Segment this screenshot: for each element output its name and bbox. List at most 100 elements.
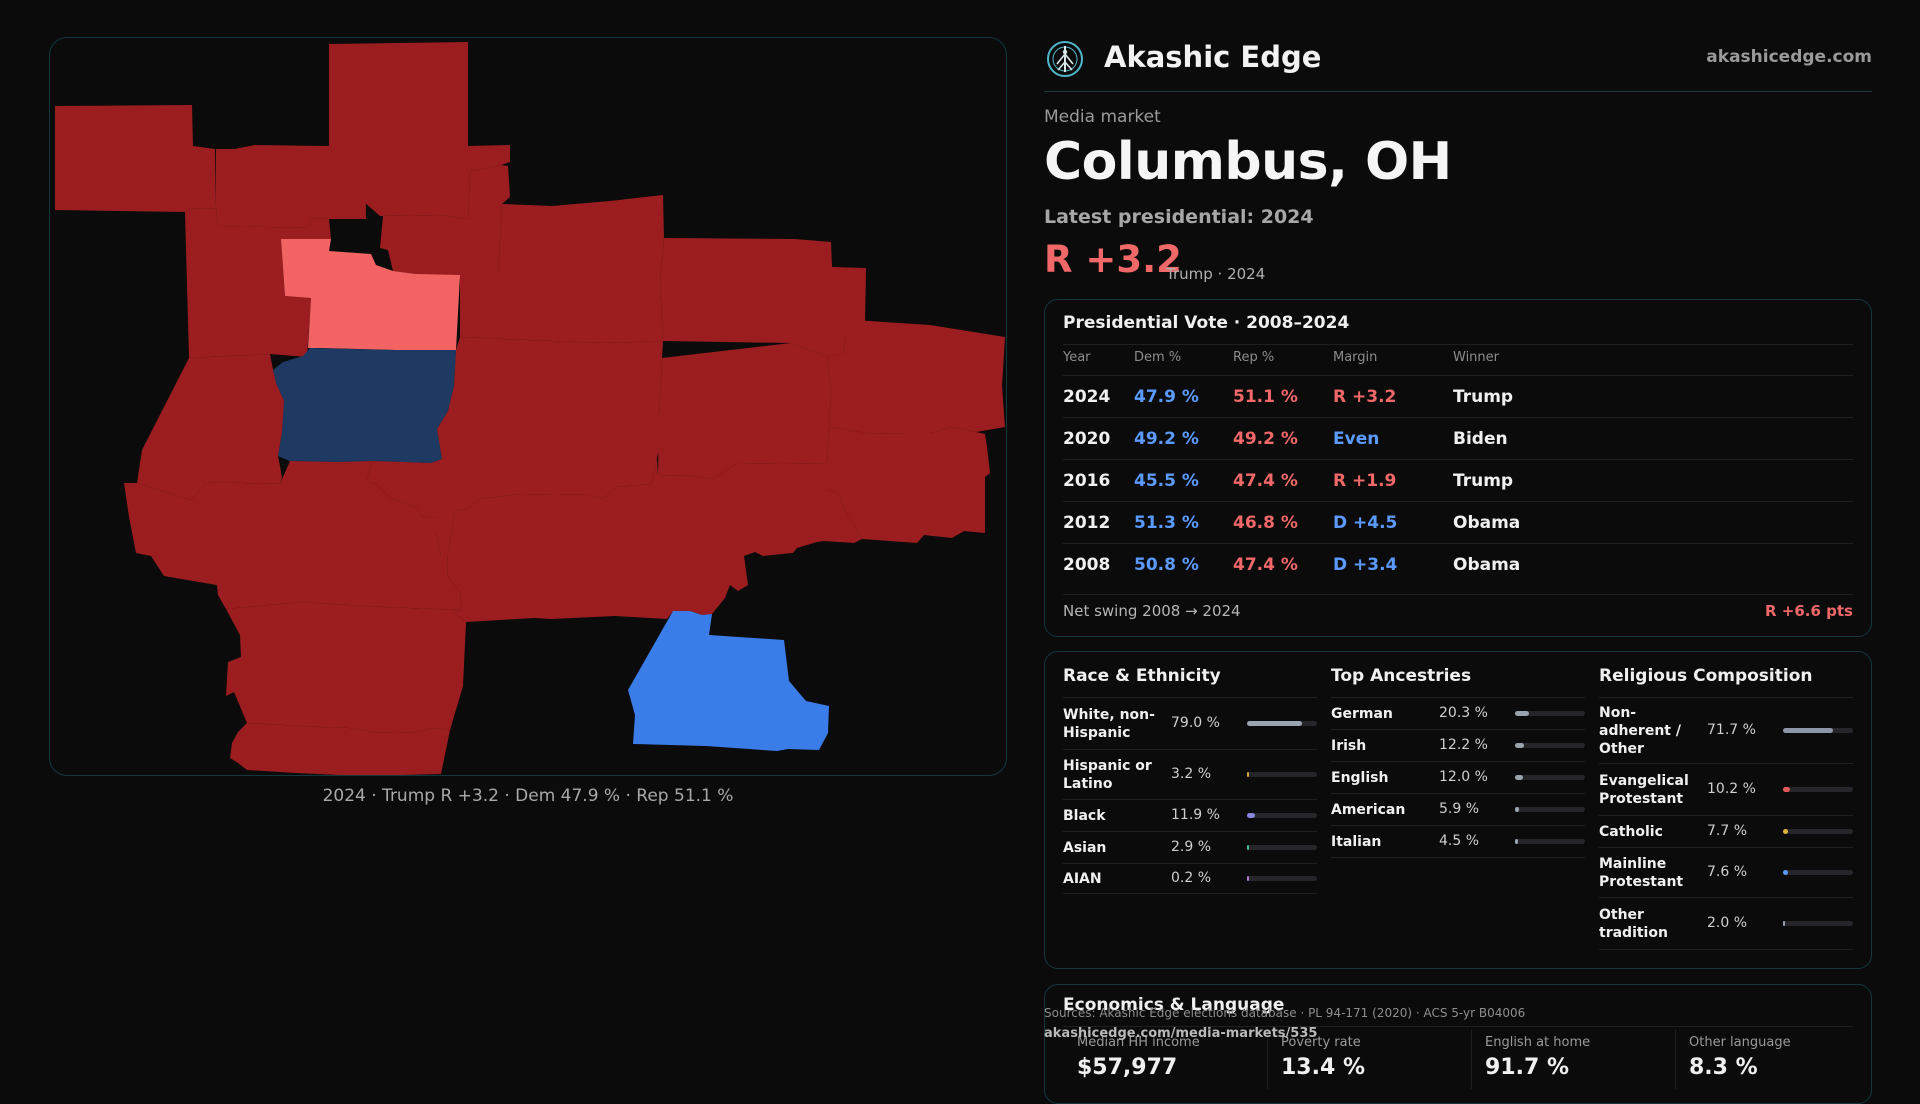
- county-shape[interactable]: [447, 458, 862, 622]
- page-title: Columbus, OH: [1044, 132, 1452, 192]
- county-shape[interactable]: [660, 238, 866, 357]
- county-shape[interactable]: [273, 348, 456, 463]
- divider: [1599, 697, 1853, 698]
- religion-bar-track: [1783, 870, 1853, 875]
- race-value: 2.9 %: [1171, 839, 1212, 855]
- race-bar-track: [1247, 721, 1317, 726]
- race-label: Asian: [1063, 840, 1107, 856]
- religion-label: Catholic: [1599, 824, 1663, 840]
- economics-title: Economics & Language: [1063, 995, 1285, 1015]
- ancestry-label: German: [1331, 706, 1393, 722]
- county-shape[interactable]: [281, 239, 460, 350]
- source-url-link[interactable]: akashicedge.com/media-markets/535: [1044, 1026, 1318, 1041]
- county-shape[interactable]: [216, 145, 366, 228]
- race-label: Hispanic or Latino: [1063, 758, 1152, 792]
- county-shape[interactable]: [230, 723, 450, 776]
- race-value: 11.9 %: [1171, 807, 1220, 823]
- vote-cell-rep: 47.4 %: [1233, 471, 1298, 491]
- race-ethnicity-column: Race & Ethnicity White, non-Hispanic 79.0…: [1063, 652, 1317, 970]
- county-shape[interactable]: [329, 42, 510, 219]
- religion-row: Non-adherent / Other 71.7 %: [1599, 698, 1853, 764]
- county-shape[interactable]: [628, 611, 829, 751]
- religion-value: 7.6 %: [1707, 864, 1748, 880]
- county-shape[interactable]: [460, 195, 664, 343]
- net-swing-label: Net swing 2008 → 2024: [1063, 602, 1241, 620]
- religion-label: Other tradition: [1599, 907, 1668, 941]
- col-header-winner: Winner: [1453, 350, 1500, 365]
- religion-bar-track: [1783, 787, 1853, 792]
- religion-title: Religious Composition: [1599, 666, 1813, 686]
- ancestry-bar-fill: [1515, 839, 1519, 844]
- race-row: Black 11.9 %: [1063, 800, 1317, 832]
- econ-stat: Other language 8.3 %: [1675, 1029, 1865, 1089]
- county-shape[interactable]: [827, 319, 1005, 434]
- market-eyebrow: Media market: [1044, 107, 1161, 127]
- race-bar-track: [1247, 876, 1317, 881]
- race-bar-fill: [1247, 876, 1249, 881]
- religion-bar-fill: [1783, 829, 1789, 834]
- divider: [1063, 1026, 1853, 1027]
- vote-cell-dem: 50.8 %: [1134, 555, 1199, 575]
- vote-cell-winner: Obama: [1453, 555, 1521, 575]
- economics-card: Economics & Language Median HH income $57…: [1044, 984, 1872, 1104]
- vote-row[interactable]: 2012 51.3 % 46.8 % D +4.5 Obama: [1063, 501, 1853, 543]
- religion-row: Catholic 7.7 %: [1599, 816, 1853, 848]
- race-label: AIAN: [1063, 871, 1102, 887]
- race-bar-track: [1247, 772, 1317, 777]
- county-map-svg[interactable]: [50, 38, 1007, 776]
- ancestry-row: English 12.0 %: [1331, 762, 1585, 794]
- vote-row[interactable]: 2024 47.9 % 51.1 % R +3.2 Trump: [1063, 375, 1853, 417]
- detail-panel: Akashic Edge akashicedge.com Media marke…: [1044, 0, 1872, 1104]
- vote-cell-dem: 49.2 %: [1134, 429, 1199, 449]
- county-shape[interactable]: [367, 337, 663, 554]
- vote-cell-margin: R +3.2: [1333, 387, 1397, 407]
- county-shape[interactable]: [137, 354, 284, 500]
- race-bar-fill: [1247, 721, 1303, 726]
- religion-label: Evangelical Protestant: [1599, 773, 1689, 807]
- divider: [1063, 594, 1853, 595]
- vote-cell-margin: D +3.4: [1333, 555, 1398, 575]
- site-link[interactable]: akashicedge.com: [1706, 47, 1872, 67]
- brand-name[interactable]: Akashic Edge: [1104, 40, 1322, 74]
- race-label: Black: [1063, 808, 1106, 824]
- econ-stat-value: 13.4 %: [1281, 1055, 1365, 1080]
- econ-stat-value: 91.7 %: [1485, 1055, 1569, 1080]
- county-shape[interactable]: [658, 343, 831, 479]
- vote-row[interactable]: 2020 49.2 % 49.2 % Even Biden: [1063, 417, 1853, 459]
- race-row: AIAN 0.2 %: [1063, 864, 1317, 894]
- religion-value: 10.2 %: [1707, 781, 1756, 797]
- vote-table-title: Presidential Vote · 2008–2024: [1063, 313, 1350, 333]
- county-shape[interactable]: [226, 602, 466, 733]
- vote-row[interactable]: 2016 45.5 % 47.4 % R +1.9 Trump: [1063, 459, 1853, 501]
- vote-cell-winner: Obama: [1453, 513, 1521, 533]
- religion-bar-fill: [1783, 728, 1834, 733]
- vote-cell-year: 2012: [1063, 513, 1111, 533]
- vote-cell-year: 2020: [1063, 429, 1111, 449]
- religion-row: Mainline Protestant 7.6 %: [1599, 848, 1853, 898]
- vote-cell-rep: 51.1 %: [1233, 387, 1298, 407]
- county-shape[interactable]: [55, 105, 216, 212]
- religion-bar-track: [1783, 921, 1853, 926]
- col-header-year: Year: [1063, 350, 1091, 365]
- county-shape[interactable]: [380, 165, 510, 280]
- ancestry-value: 5.9 %: [1439, 801, 1480, 817]
- ancestry-value: 12.0 %: [1439, 769, 1488, 785]
- county-shape[interactable]: [827, 427, 990, 543]
- ancestry-row: German 20.3 %: [1331, 698, 1585, 730]
- ancestry-bar-track: [1515, 743, 1585, 748]
- county-map[interactable]: [49, 37, 1007, 776]
- econ-stat-label: English at home: [1485, 1035, 1591, 1050]
- ancestry-bar-fill: [1515, 775, 1524, 780]
- vote-row[interactable]: 2008 50.8 % 47.4 % D +3.4 Obama: [1063, 543, 1853, 585]
- religion-label: Non-adherent / Other: [1599, 705, 1681, 757]
- ancestry-value: 4.5 %: [1439, 833, 1480, 849]
- religion-label: Mainline Protestant: [1599, 856, 1684, 890]
- religion-bar-fill: [1783, 921, 1785, 926]
- vote-cell-dem: 51.3 %: [1134, 513, 1199, 533]
- religion-row: Other tradition 2.0 %: [1599, 898, 1853, 950]
- religion-value: 2.0 %: [1707, 915, 1748, 931]
- county-shape[interactable]: [185, 208, 331, 358]
- county-shape[interactable]: [124, 461, 462, 610]
- econ-stat-label: Poverty rate: [1281, 1035, 1361, 1050]
- race-ethnicity-title: Race & Ethnicity: [1063, 666, 1221, 686]
